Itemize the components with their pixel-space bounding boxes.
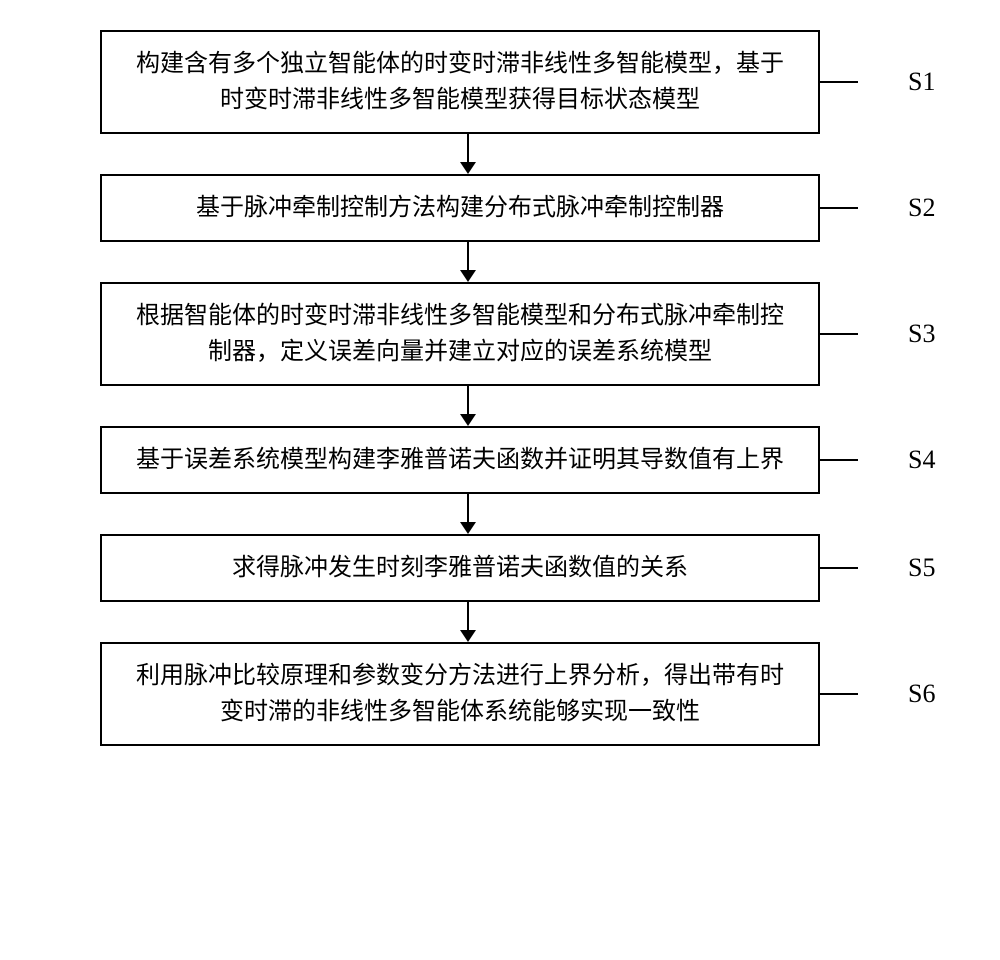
step-box-6: 利用脉冲比较原理和参数变分方法进行上界分析，得出带有时变时滞的非线性多智能体系统… (100, 642, 820, 746)
arrow-line (467, 386, 469, 414)
arrow-line (467, 242, 469, 270)
step-text: 基于脉冲牵制控制方法构建分布式脉冲牵制控制器 (196, 190, 724, 226)
step-text: 构建含有多个独立智能体的时变时滞非线性多智能模型，基于时变时滞非线性多智能模型获… (126, 46, 794, 118)
step-text: 求得脉冲发生时刻李雅普诺夫函数值的关系 (232, 550, 688, 586)
arrow-1 (460, 134, 476, 174)
arrow-line (467, 602, 469, 630)
arrow-3 (460, 386, 476, 426)
step-row-6: 利用脉冲比较原理和参数变分方法进行上界分析，得出带有时变时滞的非线性多智能体系统… (40, 642, 960, 746)
arrow-head (460, 630, 476, 642)
step-row-1: 构建含有多个独立智能体的时变时滞非线性多智能模型，基于时变时滞非线性多智能模型获… (40, 30, 960, 134)
step-box-3: 根据智能体的时变时滞非线性多智能模型和分布式脉冲牵制控制器，定义误差向量并建立对… (100, 282, 820, 386)
arrow-head (460, 522, 476, 534)
arrow-head (460, 162, 476, 174)
step-box-4: 基于误差系统模型构建李雅普诺夫函数并证明其导数值有上界 (100, 426, 820, 494)
arrow-head (460, 414, 476, 426)
step-label-4: S4 (908, 445, 935, 475)
step-text: 利用脉冲比较原理和参数变分方法进行上界分析，得出带有时变时滞的非线性多智能体系统… (126, 658, 794, 730)
arrow-line (467, 134, 469, 162)
label-connector (820, 693, 858, 695)
label-connector (820, 81, 858, 83)
label-connector (820, 207, 858, 209)
step-row-5: 求得脉冲发生时刻李雅普诺夫函数值的关系 S5 (40, 534, 960, 602)
step-box-5: 求得脉冲发生时刻李雅普诺夫函数值的关系 (100, 534, 820, 602)
step-row-4: 基于误差系统模型构建李雅普诺夫函数并证明其导数值有上界 S4 (40, 426, 960, 494)
step-label-6: S6 (908, 679, 935, 709)
arrow-5 (460, 602, 476, 642)
arrow-4 (460, 494, 476, 534)
step-row-2: 基于脉冲牵制控制方法构建分布式脉冲牵制控制器 S2 (40, 174, 960, 242)
flowchart-container: 构建含有多个独立智能体的时变时滞非线性多智能模型，基于时变时滞非线性多智能模型获… (40, 30, 960, 746)
step-text: 基于误差系统模型构建李雅普诺夫函数并证明其导数值有上界 (136, 442, 784, 478)
label-connector (820, 333, 858, 335)
label-connector (820, 567, 858, 569)
step-box-2: 基于脉冲牵制控制方法构建分布式脉冲牵制控制器 (100, 174, 820, 242)
step-label-3: S3 (908, 319, 935, 349)
step-label-2: S2 (908, 193, 935, 223)
label-connector (820, 459, 858, 461)
arrow-2 (460, 242, 476, 282)
step-label-1: S1 (908, 67, 935, 97)
step-text: 根据智能体的时变时滞非线性多智能模型和分布式脉冲牵制控制器，定义误差向量并建立对… (126, 298, 794, 370)
arrow-head (460, 270, 476, 282)
step-row-3: 根据智能体的时变时滞非线性多智能模型和分布式脉冲牵制控制器，定义误差向量并建立对… (40, 282, 960, 386)
step-label-5: S5 (908, 553, 935, 583)
arrow-line (467, 494, 469, 522)
step-box-1: 构建含有多个独立智能体的时变时滞非线性多智能模型，基于时变时滞非线性多智能模型获… (100, 30, 820, 134)
